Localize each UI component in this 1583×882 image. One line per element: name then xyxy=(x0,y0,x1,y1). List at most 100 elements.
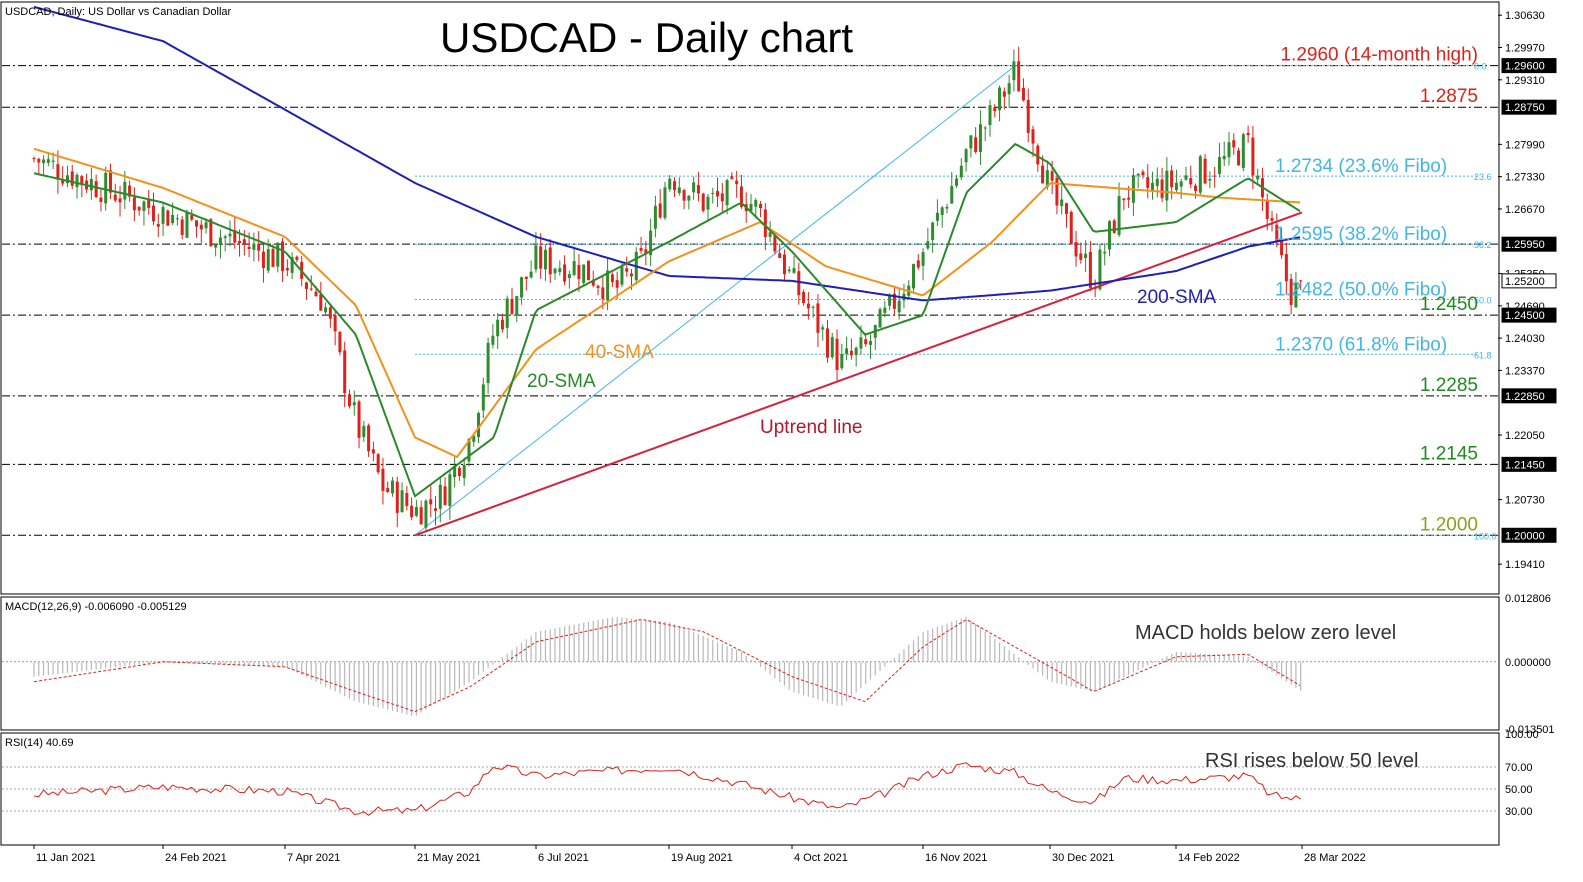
candle xyxy=(156,213,160,237)
candle-body xyxy=(534,245,538,270)
candle-body xyxy=(496,319,500,337)
candle-body xyxy=(1060,199,1064,207)
candle-body xyxy=(1270,218,1274,221)
candle xyxy=(878,307,882,328)
sma40-label: 40-SMA xyxy=(585,342,654,363)
candle-body xyxy=(1036,145,1040,165)
candle xyxy=(1189,165,1193,189)
candle xyxy=(935,199,939,226)
candle-body xyxy=(113,194,117,201)
candle xyxy=(692,176,696,200)
candle-body xyxy=(477,412,481,438)
candle xyxy=(663,181,667,221)
fibo-label-1: 1.2734 (23.6% Fibo) xyxy=(1275,156,1447,177)
candle xyxy=(185,209,189,238)
candle-body xyxy=(931,222,935,240)
price-tag-3: 1.25200 xyxy=(1505,276,1545,288)
candle xyxy=(649,218,653,267)
time-axis-label-2: 7 Apr 2021 xyxy=(287,852,340,864)
candle xyxy=(333,309,337,346)
candle xyxy=(32,156,36,163)
candle-body xyxy=(467,439,471,462)
candle-body xyxy=(945,206,949,209)
candle xyxy=(343,341,347,408)
candle xyxy=(1203,154,1207,185)
candle-body xyxy=(453,465,457,478)
candle-body xyxy=(663,187,667,218)
rsi-annotation: RSI rises below 50 level xyxy=(1205,750,1418,772)
fibo-tag-2: 38.2 xyxy=(1474,240,1492,250)
candle-body xyxy=(1246,132,1250,136)
candle-body xyxy=(696,185,700,194)
candle-body xyxy=(1208,179,1212,181)
candle-body xyxy=(1165,170,1169,201)
time-axis-label-5: 19 Aug 2021 xyxy=(671,852,733,864)
candle xyxy=(1103,243,1107,266)
fibo-label-4: 1.2370 (61.8% Fibo) xyxy=(1275,334,1447,355)
candle-body xyxy=(123,181,127,200)
rsi-line xyxy=(33,762,1301,816)
candle-body xyxy=(156,223,160,227)
candle-body xyxy=(792,268,796,273)
candle xyxy=(921,248,925,281)
candle-body xyxy=(1160,179,1164,199)
candle xyxy=(1179,178,1183,199)
candle-body xyxy=(912,264,916,289)
candle-body xyxy=(998,87,1002,111)
candle-body xyxy=(352,402,356,406)
candle xyxy=(835,329,839,381)
candle xyxy=(1136,173,1140,189)
candle xyxy=(524,276,528,291)
candle-body xyxy=(739,186,743,207)
candle xyxy=(142,200,146,226)
price-axis-label-12: 1.19410 xyxy=(1505,559,1545,571)
macd-axis-label-2: -0.013501 xyxy=(1505,724,1555,736)
candle xyxy=(352,390,356,416)
candle-body xyxy=(1275,224,1279,242)
macd-annotation: MACD holds below zero level xyxy=(1135,622,1396,644)
candle xyxy=(195,220,199,238)
price-tag-box-1 xyxy=(1501,99,1557,115)
candle-body xyxy=(620,266,624,285)
candle-body xyxy=(94,181,98,197)
candle xyxy=(1141,169,1145,179)
candle-body xyxy=(491,335,495,345)
rsi-series xyxy=(2,762,1498,816)
candle-body xyxy=(1026,99,1030,133)
candle xyxy=(175,214,179,226)
candle xyxy=(892,285,896,316)
candle-body xyxy=(266,249,270,271)
candle-body xyxy=(601,287,605,299)
candle-body xyxy=(883,307,887,313)
candle-body xyxy=(1256,175,1260,180)
candle-body xyxy=(410,505,414,518)
candle-body xyxy=(864,339,868,345)
candle xyxy=(1122,198,1126,211)
candle-body xyxy=(1213,175,1217,177)
candle-body xyxy=(75,174,79,188)
candle xyxy=(223,234,227,252)
candle-body xyxy=(1203,158,1207,184)
candle xyxy=(978,110,982,165)
candle xyxy=(668,175,672,192)
candle xyxy=(381,457,385,505)
candle-body xyxy=(567,274,571,279)
candle-body xyxy=(1289,278,1293,305)
candle xyxy=(720,182,724,212)
candle-body xyxy=(835,338,839,371)
candle-body xyxy=(457,467,461,477)
candle xyxy=(486,337,490,394)
candle-body xyxy=(152,205,155,222)
candle-body xyxy=(99,197,103,202)
candle-body xyxy=(486,342,490,384)
candle xyxy=(453,455,457,488)
fibo-label-2: 1.2595 (38.2% Fibo) xyxy=(1275,224,1447,245)
candle-body xyxy=(955,178,959,186)
candle-body xyxy=(1222,155,1226,160)
rsi-title: RSI(14) 40.69 xyxy=(5,737,73,749)
candle xyxy=(969,135,973,158)
candle-body xyxy=(338,332,342,353)
candle-body xyxy=(1217,157,1221,174)
candle xyxy=(520,276,524,305)
candle-body xyxy=(806,303,810,309)
